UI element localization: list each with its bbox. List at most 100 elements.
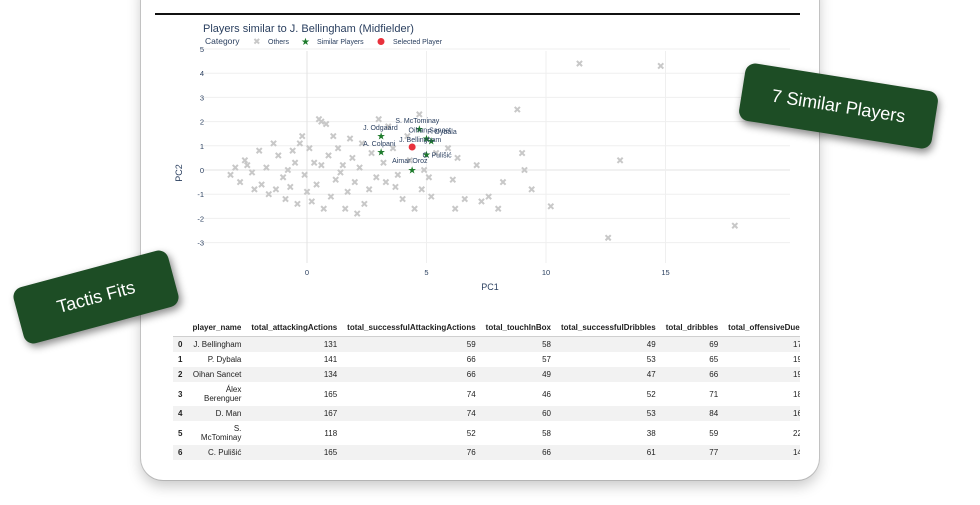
point-similar: ★ xyxy=(408,166,417,177)
point-other-stroke xyxy=(341,205,349,213)
cell: 60 xyxy=(480,406,556,421)
point-other-stroke xyxy=(265,190,273,198)
point-other-stroke xyxy=(308,198,316,205)
point-other-stroke xyxy=(258,181,265,188)
point-label: A. Colpani xyxy=(363,141,396,148)
cell: 76 xyxy=(342,445,481,460)
point-similar: ★ xyxy=(427,136,436,147)
point-other-stroke xyxy=(279,173,287,181)
row-index: 3 xyxy=(178,389,183,399)
point-other xyxy=(444,144,452,152)
point-other xyxy=(392,183,399,191)
point-other xyxy=(322,120,330,128)
point-other xyxy=(306,144,313,152)
point-other-stroke xyxy=(461,195,469,203)
badge-text: 7 Similar Players xyxy=(770,85,907,126)
point-other xyxy=(358,140,366,147)
point-other xyxy=(272,186,280,193)
x-tick-label: 15 xyxy=(661,268,669,277)
point-other-stroke xyxy=(427,193,435,200)
point-other xyxy=(361,200,368,208)
point-other xyxy=(325,152,332,159)
point-other xyxy=(227,171,234,179)
cell: 66 xyxy=(660,367,724,382)
point-other xyxy=(356,164,363,171)
point-other-stroke xyxy=(406,157,414,164)
table-header: total_successfulAttackingActions xyxy=(342,318,481,337)
point-other xyxy=(473,161,480,169)
legend-marker-selected xyxy=(377,38,385,45)
point-other-stroke xyxy=(547,202,555,210)
cell: 58 xyxy=(480,336,556,352)
x-tick-label: 5 xyxy=(424,268,428,277)
legend-marker-others: ✖ xyxy=(253,37,261,47)
point-other-stroke xyxy=(373,173,380,181)
point-other xyxy=(353,210,361,217)
point-other xyxy=(394,171,402,179)
point-other-stroke xyxy=(339,161,347,169)
point-other-stroke xyxy=(291,159,299,167)
cell: 69 xyxy=(660,336,724,352)
point-other-stroke xyxy=(356,164,363,171)
point-label: C. Pulišić xyxy=(423,152,453,159)
y-axis-label: PC2 xyxy=(174,164,184,182)
point-other-stroke xyxy=(358,140,366,147)
cell: 131 xyxy=(246,336,343,352)
point-other xyxy=(368,149,375,157)
cell: 165 xyxy=(246,445,343,460)
point-other-stroke xyxy=(296,140,304,147)
point-other xyxy=(339,161,347,169)
point-other-stroke xyxy=(604,234,612,242)
point-other-stroke xyxy=(303,188,311,196)
cell: 49 xyxy=(480,367,556,382)
point-other xyxy=(320,205,328,213)
cell: 61 xyxy=(556,445,661,460)
y-tick-label: 2 xyxy=(200,118,204,127)
point-other xyxy=(404,132,411,140)
point-other xyxy=(344,188,351,196)
point-other xyxy=(263,164,270,171)
point-other xyxy=(337,169,344,176)
point-other xyxy=(258,181,265,188)
point-other xyxy=(418,186,426,193)
point-other-stroke xyxy=(351,178,359,186)
point-other-stroke xyxy=(344,188,351,196)
point-other-stroke xyxy=(416,111,423,118)
point-other xyxy=(461,195,469,203)
point-other xyxy=(384,123,392,130)
y-tick-label: 1 xyxy=(200,142,204,151)
y-tick-label: 5 xyxy=(200,45,204,54)
point-other-stroke xyxy=(236,178,244,186)
point-other-stroke xyxy=(518,149,526,157)
point-label-selected: J. Bellingham xyxy=(399,137,441,144)
cell: 227 xyxy=(793,428,800,438)
cell: 52 xyxy=(466,428,476,438)
point-other xyxy=(231,164,239,171)
badge-text: Tactis Fits xyxy=(54,276,138,317)
table-row: 5 S. McTominay 118 52 58 38 59 227 xyxy=(173,421,800,445)
point-other xyxy=(251,186,258,193)
chart-legend: Category ✖ Others ★ Similar Players Sele… xyxy=(205,36,443,48)
row-index: 6 xyxy=(173,445,188,460)
point-other xyxy=(365,186,373,193)
point-other-stroke xyxy=(361,200,368,208)
point-other xyxy=(303,188,311,196)
cell-player-name: D. Man xyxy=(187,406,247,421)
point-other xyxy=(327,193,335,200)
row-index: 4 xyxy=(173,406,188,421)
point-other-stroke xyxy=(473,161,480,169)
point-other xyxy=(499,178,507,186)
table-header: total_successfulDribbles xyxy=(556,318,661,337)
point-other-stroke xyxy=(521,166,528,174)
point-other xyxy=(255,147,263,154)
point-other xyxy=(279,173,287,181)
point-other xyxy=(382,178,390,186)
cell-player-name: Oihan Sancet xyxy=(187,367,247,382)
cell-player-name: C. Pulišić xyxy=(187,445,247,460)
point-other-stroke xyxy=(425,173,433,181)
table-header-index xyxy=(173,318,188,337)
table-header: total_attackingActions xyxy=(246,318,343,337)
cell: 141 xyxy=(323,355,338,364)
point-similar: ★ xyxy=(415,124,424,135)
cell: 47 xyxy=(556,367,661,382)
